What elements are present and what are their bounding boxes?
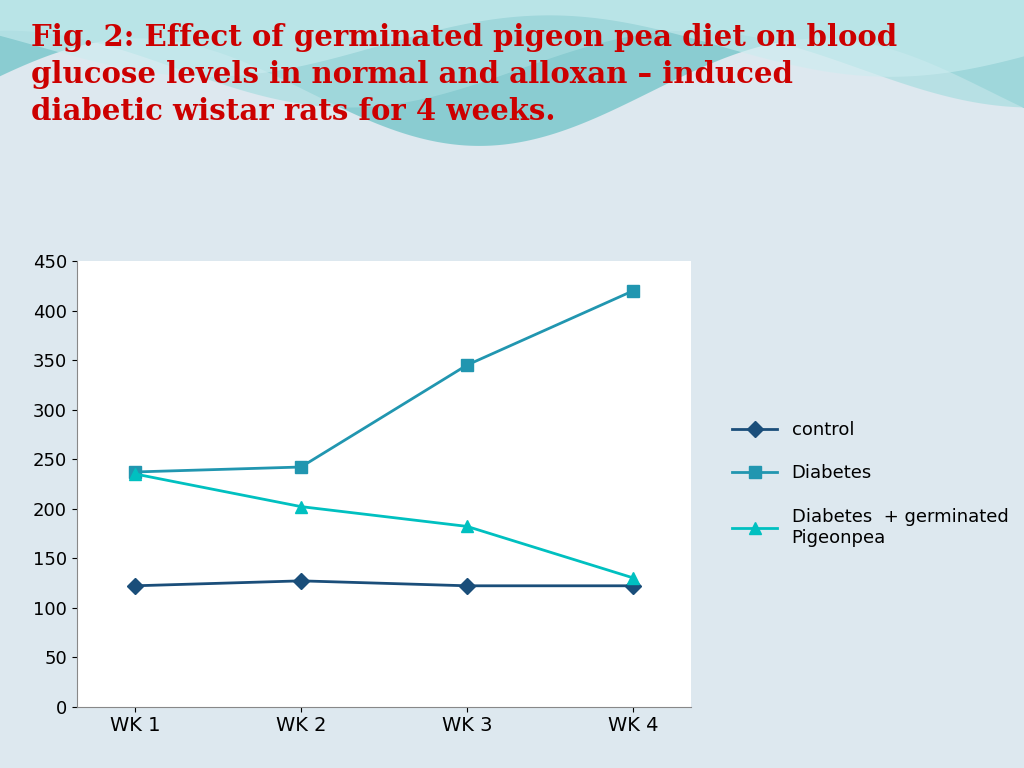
Line: Diabetes: Diabetes — [129, 285, 639, 478]
Polygon shape — [0, 0, 1024, 108]
Legend: control, Diabetes, Diabetes  + germinated
Pigeonpea: control, Diabetes, Diabetes + germinated… — [725, 414, 1016, 554]
Diabetes  + germinated
Pigeonpea — [295, 502, 307, 511]
Diabetes — [461, 360, 473, 369]
Diabetes  + germinated
Pigeonpea — [461, 521, 473, 531]
Line: control: control — [129, 575, 639, 591]
Text: Fig. 2: Effect of germinated pigeon pea diet on blood
glucose levels in normal a: Fig. 2: Effect of germinated pigeon pea … — [31, 23, 897, 126]
control — [129, 581, 141, 591]
control — [627, 581, 639, 591]
Polygon shape — [0, 0, 1024, 77]
Diabetes  + germinated
Pigeonpea — [129, 469, 141, 478]
Polygon shape — [0, 0, 1024, 146]
Diabetes — [295, 462, 307, 472]
Diabetes — [129, 468, 141, 477]
Diabetes — [627, 286, 639, 296]
Diabetes  + germinated
Pigeonpea — [627, 573, 639, 582]
control — [295, 576, 307, 585]
control — [461, 581, 473, 591]
Line: Diabetes  + germinated
Pigeonpea: Diabetes + germinated Pigeonpea — [129, 468, 639, 584]
